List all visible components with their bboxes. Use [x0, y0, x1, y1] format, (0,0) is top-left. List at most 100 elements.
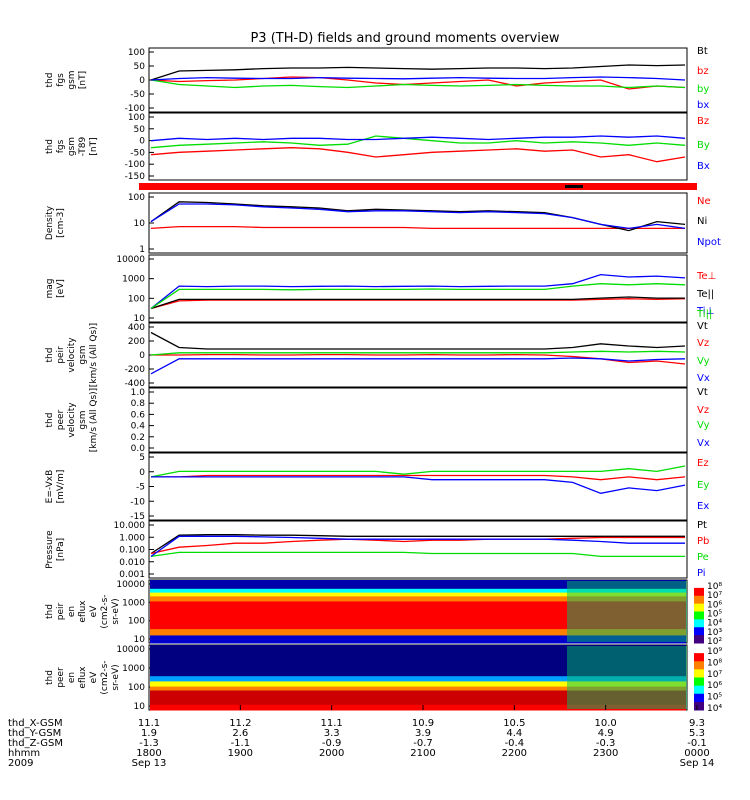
- xaxis-value-0-4: Sep 13: [132, 758, 167, 769]
- colorbar-tick-peer-eflux-5: 10⁴: [707, 704, 722, 714]
- xaxis-value-4-1: 4.4: [506, 728, 522, 739]
- panel-frame-fgs-t89: [148, 112, 688, 181]
- ytick-peir-eflux-3: 10: [134, 635, 146, 645]
- series-line-fgs-t89-Bx: [150, 135, 686, 142]
- ylabel-peer-velocity-0: thd: [45, 413, 55, 428]
- colorbar-swatch-peir-eflux-1: [694, 587, 704, 597]
- spectrogram-band-peer-eflux-2: [150, 681, 686, 688]
- ytick-peer-velocity-4: 0.2: [131, 433, 145, 443]
- colorbar-swatch-peer-eflux-2: [694, 661, 704, 670]
- ytick-temp-0: 10000: [116, 255, 145, 265]
- ytick-peir-velocity-1: 200: [128, 337, 145, 347]
- legend-fgs-2: by: [697, 84, 709, 95]
- xaxis-value-3-2: -0.7: [413, 738, 433, 749]
- xaxis-value-0-0: 11.1: [138, 718, 160, 729]
- ylabel-pressure-0: Pressure: [45, 530, 55, 569]
- series-line-fgs-bz: [150, 76, 686, 90]
- ylabel-fgs-t89-2: gsm: [67, 137, 77, 156]
- ylabel-peir-velocity-3: gsm: [78, 345, 88, 364]
- series-line-fgs-t89-Bz: [150, 147, 686, 163]
- ylabel-peir-eflux-6: sr-eV): [111, 598, 121, 624]
- panel-frame-efield: [148, 452, 688, 521]
- legend-peir-velocity-1: Vz: [697, 338, 709, 349]
- ylabel-peer-eflux-4: eV: [89, 671, 99, 684]
- ylabel-fgs-t89-4: [nT]: [89, 137, 99, 155]
- legend-peer-velocity-3: Vx: [697, 438, 710, 449]
- colorbar-tick-peir-eflux-2: 10⁶: [707, 600, 722, 610]
- colorbar-swatch-peir-eflux-3: [694, 603, 704, 612]
- ytick-fgs-0: 100: [128, 48, 145, 58]
- legend-efield-2: Ex: [697, 501, 709, 512]
- legend-fgs-0: Bt: [697, 46, 708, 57]
- ytick-pressure-4: 0.001: [119, 570, 145, 580]
- spectrogram-band-peer-eflux-4: [150, 690, 686, 706]
- ylabel-efield-0: E=-VxB: [45, 470, 55, 504]
- spectrogram-band-peir-eflux-2: [150, 592, 686, 597]
- ylabel-efield-1: [mV/m]: [56, 470, 66, 504]
- ytick-peer-eflux-1: 1000: [122, 664, 145, 674]
- ytick-peer-eflux-0: 10000: [116, 645, 145, 655]
- ytick-fgs-t89-0: 100: [128, 113, 145, 123]
- xaxis-row-label-3: hhmm: [8, 748, 40, 759]
- ytick-peer-velocity-1: 0.8: [131, 399, 146, 409]
- ylabel-peer-eflux-2: en: [67, 672, 77, 683]
- ylabel-peer-velocity-4: [km/s (All Qs)]: [89, 388, 99, 452]
- xaxis-value-3-1: 3.9: [415, 728, 431, 739]
- colorbar-tick-peir-eflux-3: 10⁵: [707, 610, 722, 620]
- xaxis-value-3-0: 10.9: [412, 718, 434, 729]
- ylabel-fgs-3: [nT]: [78, 71, 88, 89]
- quality-flag-bar: [139, 183, 697, 190]
- ytick-peer-eflux-3: 10: [134, 702, 146, 712]
- legend-temp-0: Te⊥: [696, 271, 716, 282]
- xaxis-value-6-0: 9.3: [689, 718, 705, 729]
- ylabel-peir-velocity-1: peir: [56, 346, 66, 364]
- quality-flag-mark: [565, 185, 583, 188]
- legend-fgs-t89-0: Bz: [697, 116, 709, 127]
- xaxis-value-0-1: 1.9: [141, 728, 157, 739]
- colorbar-swatch-peir-eflux-2: [694, 595, 704, 605]
- xaxis-value-5-0: 10.0: [595, 718, 617, 729]
- legend-density-1: Ni: [697, 216, 707, 227]
- ytick-fgs-4: -100: [125, 104, 146, 114]
- series-line-efield-Ey: [150, 465, 686, 478]
- colorbar-swatch-peir-eflux-6: [694, 627, 704, 636]
- ytick-fgs-1: 50: [134, 62, 146, 72]
- ylabel-fgs-t89-3: -T89: [78, 137, 88, 157]
- colorbar-swatch-peer-eflux-6: [694, 693, 704, 703]
- ytick-efield-2: -5: [136, 483, 145, 493]
- ytick-peer-velocity-0: 1.0: [131, 388, 146, 398]
- ylabel-temp-1: [eV]: [56, 279, 66, 298]
- ylabel-fgs-1: fgs: [56, 73, 66, 87]
- ylabel-peir-velocity-0: thd: [45, 348, 55, 363]
- xaxis-value-6-2: -0.1: [687, 738, 707, 749]
- ylabel-peir-velocity-2: velocity: [67, 337, 77, 373]
- xaxis-row-label-1: thd_Y-GSM: [8, 728, 61, 739]
- ytick-pressure-3: 0.010: [119, 558, 145, 568]
- xaxis-value-3-3: 2100: [410, 748, 435, 759]
- xaxis-value-5-3: 2300: [593, 748, 618, 759]
- series-line-density-Ne: [150, 225, 685, 230]
- legend-fgs-t89-1: By: [697, 140, 710, 151]
- legend-density-0: Ne: [697, 196, 711, 207]
- ytick-fgs-t89-2: 0: [139, 137, 145, 147]
- ylabel-fgs-t89-1: fgs: [56, 139, 66, 153]
- spectrogram-band-peer-eflux-5: [150, 704, 686, 711]
- ytick-peir-eflux-1: 1000: [122, 598, 145, 608]
- ytick-peir-velocity-0: 400: [128, 323, 145, 333]
- legend-peer-velocity-2: Vy: [697, 420, 710, 431]
- panel-frame-peer-velocity: [148, 387, 688, 453]
- colorbar-swatch-peer-eflux-4: [694, 677, 704, 687]
- ylabel-peer-eflux-0: thd: [45, 670, 55, 685]
- ylabel-peer-eflux-1: peer: [56, 667, 66, 688]
- ytick-density-1: 10: [134, 219, 146, 229]
- legend-peir-velocity-2: Vy: [697, 356, 710, 367]
- series-line-pressure-Pi: [150, 535, 685, 557]
- series-line-pressure-Pe: [150, 551, 685, 558]
- legend-fgs-3: bx: [697, 100, 709, 111]
- series-line-efield-Ez: [151, 474, 686, 481]
- ytick-peir-eflux-0: 10000: [116, 580, 145, 590]
- xaxis-value-6-1: 5.3: [689, 728, 705, 739]
- colorbar-tick-peer-eflux-4: 10⁵: [707, 693, 722, 703]
- xaxis-row-label-4: 2009: [8, 758, 33, 769]
- spectrogram-activity-peer-eflux: [567, 646, 687, 709]
